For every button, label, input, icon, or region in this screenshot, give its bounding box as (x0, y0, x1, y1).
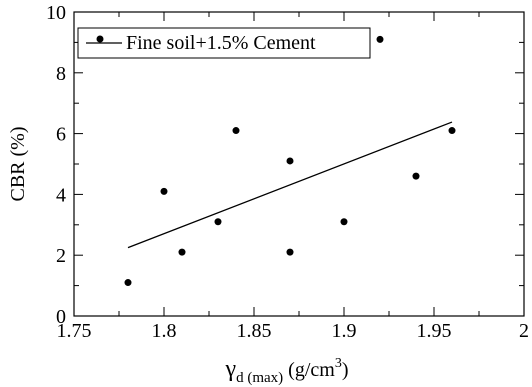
x-tick-label: 1.95 (417, 320, 452, 342)
trendline (127, 121, 453, 249)
y-tick-labels: 0 2 4 6 8 10 (46, 2, 66, 328)
tick-marks (73, 11, 525, 317)
data-point (286, 157, 294, 165)
legend-label: Fine soil+1.5% Cement (126, 32, 316, 54)
legend-marker (96, 35, 104, 43)
data-point (412, 172, 420, 180)
x-axis-symbol: γ (224, 356, 236, 382)
y-tick-label: 4 (56, 184, 66, 206)
y-axis-title: CBR (%) (7, 127, 29, 202)
legend: Fine soil+1.5% Cement (77, 27, 371, 59)
y-tick-label: 2 (56, 245, 66, 267)
x-tick-label: 2 (519, 320, 529, 342)
y-tick-label: 0 (56, 306, 66, 328)
data-point (160, 187, 168, 195)
x-tick-labels: 1.75 1.8 1.85 1.9 1.95 2 (57, 320, 530, 342)
x-tick-label: 1.8 (152, 320, 177, 342)
x-tick-label: 1.85 (237, 320, 272, 342)
data-point (376, 35, 384, 43)
x-axis-units: (g/cm (283, 359, 335, 381)
x-tick-label: 1.75 (57, 320, 92, 342)
data-point (448, 127, 456, 135)
x-axis-title: γd (max) (g/cm3) (224, 356, 348, 386)
y-tick-label: 8 (56, 63, 66, 85)
x-axis-superscript: 3 (335, 356, 342, 371)
y-tick-label: 6 (56, 124, 66, 146)
x-axis-close: ) (342, 359, 349, 381)
x-tick-label: 1.9 (332, 320, 357, 342)
data-point (340, 218, 348, 226)
data-point (286, 248, 294, 256)
data-point (178, 248, 186, 256)
data-point (232, 127, 240, 135)
data-points (124, 35, 456, 287)
x-axis-subscript: d (max) (236, 370, 283, 386)
trendline-layer (127, 121, 453, 249)
data-point (124, 279, 132, 287)
legend-box (77, 27, 371, 59)
y-tick-label: 10 (46, 2, 66, 24)
data-point (214, 218, 222, 226)
